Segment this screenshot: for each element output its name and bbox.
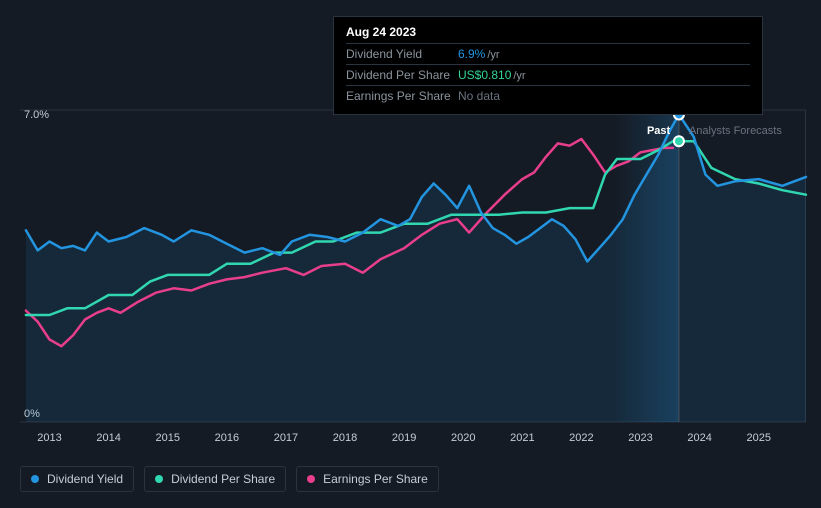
- tooltip-value: US$0.810/yr: [458, 68, 526, 82]
- x-axis-tick: 2021: [510, 432, 534, 444]
- legend-item-dividend-per-share[interactable]: Dividend Per Share: [144, 466, 286, 492]
- tooltip-value: No data: [458, 89, 500, 103]
- x-axis-tick: 2017: [274, 432, 298, 444]
- chart-legend: Dividend Yield Dividend Per Share Earnin…: [20, 466, 439, 492]
- x-axis-tick: 2023: [628, 432, 652, 444]
- plot-area[interactable]: [20, 110, 806, 422]
- legend-label: Earnings Per Share: [323, 472, 428, 486]
- tooltip-label: Dividend Per Share: [346, 68, 458, 82]
- legend-item-earnings-per-share[interactable]: Earnings Per Share: [296, 466, 439, 492]
- forecast-label: Analysts Forecasts: [689, 125, 782, 137]
- chart-svg: [20, 110, 806, 422]
- legend-dot: [307, 475, 315, 483]
- tooltip-row: Dividend Yield 6.9%/yr: [346, 43, 750, 64]
- legend-dot: [155, 475, 163, 483]
- x-axis-tick: 2022: [569, 432, 593, 444]
- x-axis: 2013 2014 2015 2016 2017 2018 2019 2020 2021 2022…: [0, 432, 821, 452]
- tooltip-label: Dividend Yield: [346, 47, 458, 61]
- tooltip-label: Earnings Per Share: [346, 89, 458, 103]
- x-axis-tick: 2024: [687, 432, 711, 444]
- legend-dot: [31, 475, 39, 483]
- tooltip-row: Earnings Per Share No data: [346, 85, 750, 106]
- dividend-chart: Aug 24 2023 Dividend Yield 6.9%/yr Divid…: [0, 0, 821, 508]
- tooltip-row: Dividend Per Share US$0.810/yr: [346, 64, 750, 85]
- chart-tooltip: Aug 24 2023 Dividend Yield 6.9%/yr Divid…: [333, 16, 763, 115]
- x-axis-tick: 2014: [96, 432, 120, 444]
- x-axis-tick: 2019: [392, 432, 416, 444]
- tooltip-value: 6.9%/yr: [458, 47, 500, 61]
- x-axis-tick: 2020: [451, 432, 475, 444]
- x-axis-tick: 2018: [333, 432, 357, 444]
- legend-label: Dividend Per Share: [171, 472, 275, 486]
- past-label: Past: [647, 125, 670, 137]
- legend-label: Dividend Yield: [47, 472, 123, 486]
- legend-item-dividend-yield[interactable]: Dividend Yield: [20, 466, 134, 492]
- tooltip-date: Aug 24 2023: [346, 25, 750, 43]
- x-axis-tick: 2013: [37, 432, 61, 444]
- x-axis-tick: 2016: [215, 432, 239, 444]
- x-axis-tick: 2015: [155, 432, 179, 444]
- x-axis-tick: 2025: [746, 432, 770, 444]
